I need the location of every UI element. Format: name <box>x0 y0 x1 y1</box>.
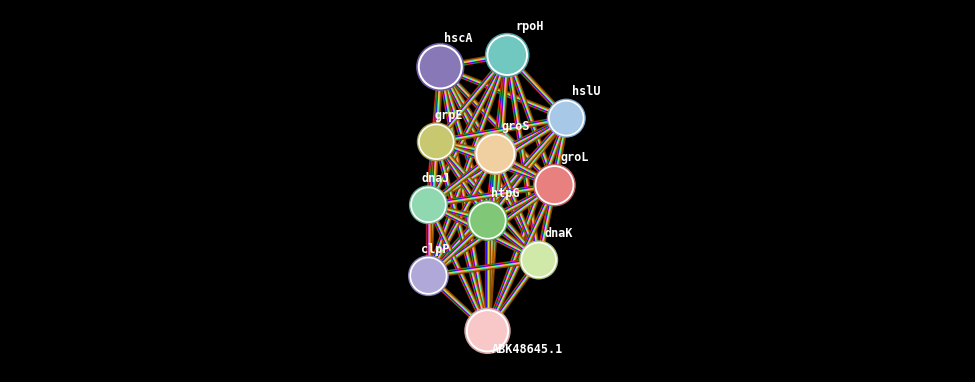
Circle shape <box>547 99 586 138</box>
Text: ABK48645.1: ABK48645.1 <box>492 343 564 356</box>
Circle shape <box>420 47 461 87</box>
Text: rpoH: rpoH <box>515 21 544 34</box>
Circle shape <box>410 186 447 223</box>
Text: dnaJ: dnaJ <box>421 172 449 185</box>
Circle shape <box>534 165 574 205</box>
Text: grpE: grpE <box>434 109 463 122</box>
Text: hslU: hslU <box>572 86 601 99</box>
Circle shape <box>519 240 559 280</box>
Circle shape <box>536 167 572 203</box>
Circle shape <box>487 34 528 76</box>
Circle shape <box>485 33 529 78</box>
Text: clpP: clpP <box>421 243 449 256</box>
Circle shape <box>417 44 463 89</box>
Circle shape <box>416 43 464 91</box>
Text: groL: groL <box>561 151 589 164</box>
Circle shape <box>477 136 514 172</box>
Circle shape <box>467 200 508 241</box>
Circle shape <box>466 309 509 353</box>
Circle shape <box>416 122 456 161</box>
Circle shape <box>410 257 448 295</box>
Circle shape <box>533 164 576 206</box>
Circle shape <box>548 100 584 136</box>
Circle shape <box>550 102 583 135</box>
Text: dnaK: dnaK <box>545 227 573 240</box>
Circle shape <box>409 185 448 224</box>
Circle shape <box>523 243 555 277</box>
Circle shape <box>468 201 507 240</box>
Circle shape <box>488 36 526 74</box>
Circle shape <box>474 132 517 175</box>
Circle shape <box>411 188 445 221</box>
Circle shape <box>411 258 446 293</box>
Text: htpG: htpG <box>491 188 520 201</box>
Circle shape <box>464 308 511 354</box>
Text: groS: groS <box>501 120 529 133</box>
Circle shape <box>468 311 507 351</box>
Circle shape <box>420 125 452 158</box>
Circle shape <box>408 255 449 296</box>
Circle shape <box>521 242 557 278</box>
Circle shape <box>418 124 454 160</box>
Circle shape <box>470 203 505 238</box>
Text: hscA: hscA <box>445 32 473 45</box>
Circle shape <box>476 134 516 173</box>
